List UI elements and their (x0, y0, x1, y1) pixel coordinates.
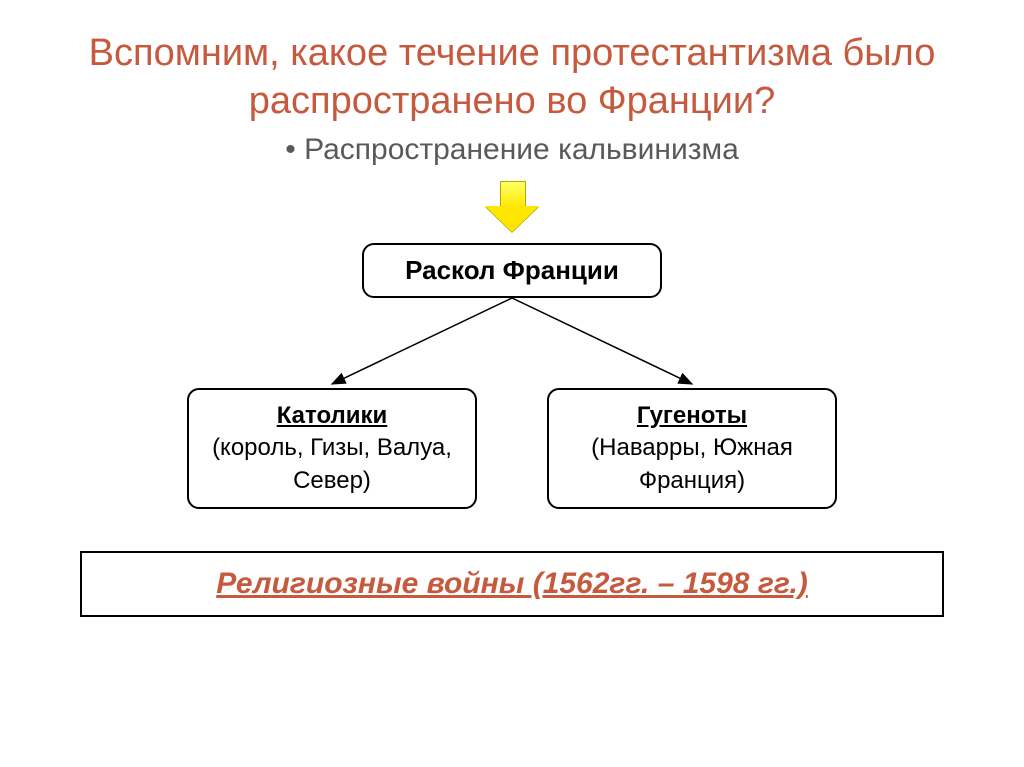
arrow-down-icon (485, 181, 539, 233)
footer-box: Религиозные войны (1562гг. – 1598 гг.) (80, 551, 944, 617)
leaf-detail: (король, Гизы, Валуа, Север) (212, 434, 452, 493)
leaf-head: Католики (277, 402, 388, 429)
leaf-node-huguenots: Гугеноты (Наварры, Южная Франция) (547, 388, 837, 509)
leaf-head: Гугеноты (637, 402, 747, 429)
leaf-row: Католики (король, Гизы, Валуа, Север) Гу… (40, 388, 984, 509)
slide-subtitle: Распространение кальвинизма (40, 133, 984, 167)
leaf-node-catholics: Католики (король, Гизы, Валуа, Север) (187, 388, 477, 509)
slide: Вспомним, какое течение протестантизма б… (0, 0, 1024, 767)
root-node: Раскол Франции (362, 243, 662, 298)
leaf-detail: (Наварры, Южная Франция) (591, 434, 793, 493)
branch-connectors (162, 298, 862, 388)
footer-text: Религиозные войны (1562гг. – 1598 гг.) (216, 567, 808, 600)
slide-title: Вспомним, какое течение протестантизма б… (40, 30, 984, 125)
